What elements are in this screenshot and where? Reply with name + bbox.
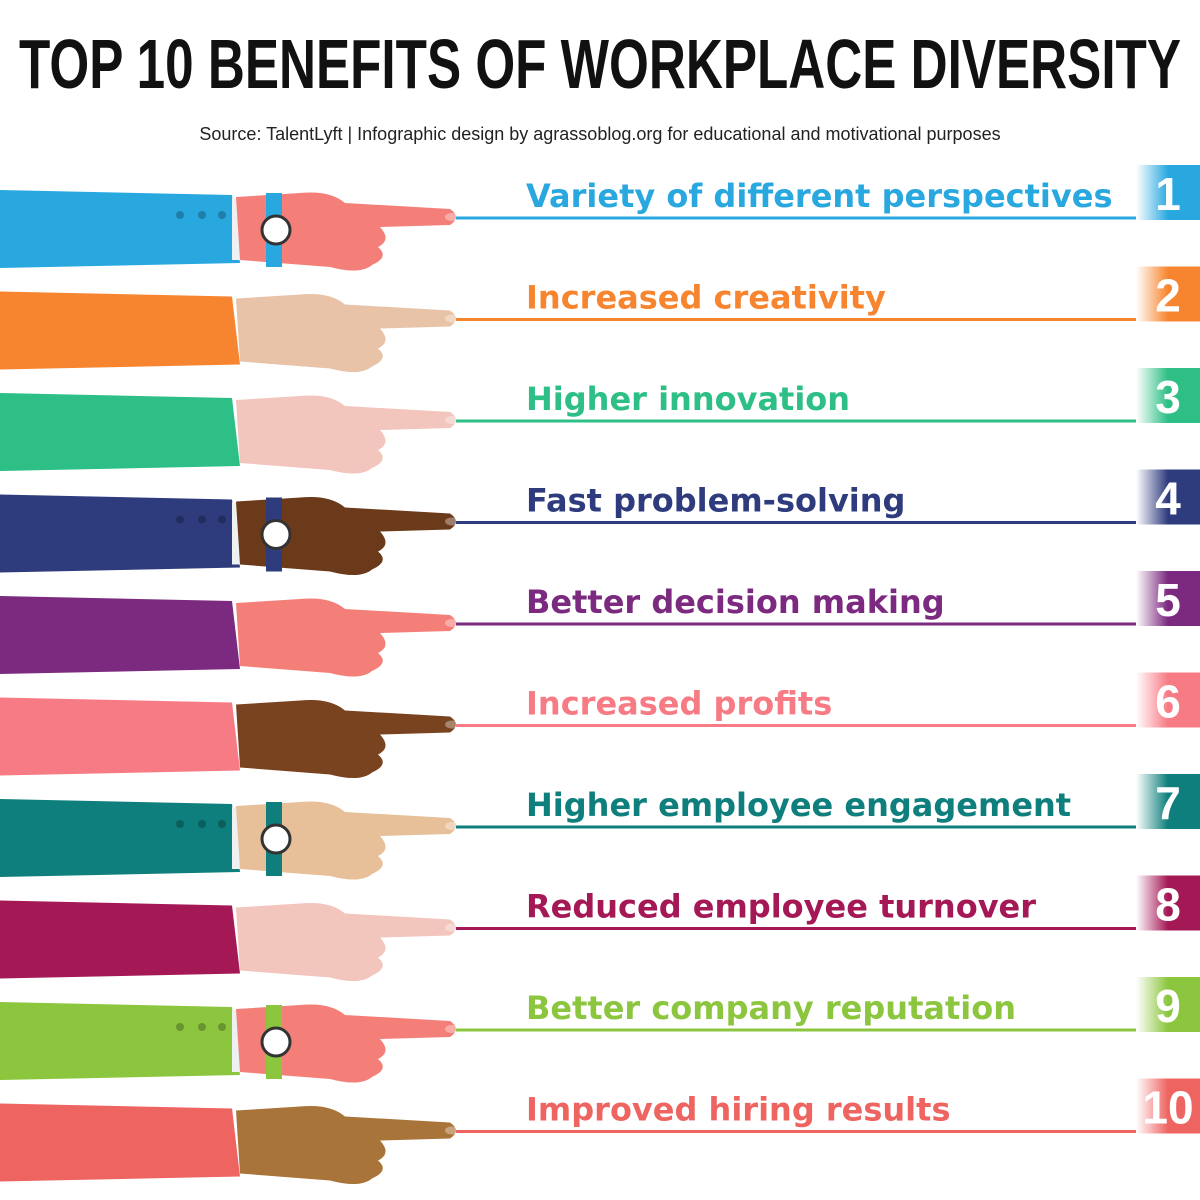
nail bbox=[445, 1025, 459, 1033]
sleeve bbox=[0, 393, 240, 471]
hand bbox=[236, 1004, 456, 1083]
number-box bbox=[1136, 774, 1200, 829]
number-box bbox=[1136, 875, 1200, 931]
nail bbox=[445, 822, 459, 830]
sleeve bbox=[0, 799, 240, 877]
benefit-number: 3 bbox=[1155, 371, 1181, 423]
benefit-label: Increased profits bbox=[526, 685, 832, 723]
watch-face bbox=[260, 823, 292, 855]
button bbox=[176, 820, 184, 828]
button bbox=[198, 515, 206, 524]
nail bbox=[445, 517, 459, 526]
benefit-number: 8 bbox=[1155, 879, 1181, 931]
nail bbox=[445, 923, 459, 932]
benefit-label: Better company reputation bbox=[526, 989, 1016, 1027]
number-box bbox=[1136, 266, 1200, 322]
benefit-label: Reduced employee turnover bbox=[526, 888, 1036, 926]
benefit-number: 9 bbox=[1155, 980, 1181, 1032]
button bbox=[218, 211, 226, 219]
button bbox=[218, 820, 226, 828]
sleeve bbox=[0, 1103, 240, 1182]
hand bbox=[236, 902, 456, 982]
nail bbox=[445, 720, 459, 729]
number-box bbox=[1136, 672, 1200, 728]
benefit-number: 10 bbox=[1142, 1082, 1193, 1134]
sleeve bbox=[0, 190, 240, 268]
benefit-number: 6 bbox=[1155, 676, 1181, 728]
sleeve bbox=[0, 596, 240, 674]
watch-face bbox=[260, 519, 292, 550]
benefit-label: Improved hiring results bbox=[526, 1091, 950, 1129]
button bbox=[176, 211, 184, 219]
nail bbox=[445, 1126, 459, 1135]
button bbox=[218, 1023, 226, 1031]
button bbox=[176, 515, 184, 524]
sleeve bbox=[0, 697, 240, 776]
sleeve bbox=[0, 291, 240, 370]
hand bbox=[236, 1105, 456, 1185]
hand bbox=[236, 598, 456, 677]
watch-face bbox=[260, 214, 292, 246]
benefit-label: Fast problem-solving bbox=[526, 482, 905, 520]
sleeve bbox=[0, 494, 240, 573]
number-box bbox=[1136, 368, 1200, 423]
sleeve bbox=[0, 1002, 240, 1080]
number-box bbox=[1136, 571, 1200, 626]
number-box bbox=[1136, 165, 1200, 220]
hand bbox=[236, 395, 456, 474]
benefit-number: 5 bbox=[1155, 574, 1181, 626]
benefit-number: 2 bbox=[1155, 270, 1181, 322]
number-box bbox=[1136, 1078, 1200, 1134]
button bbox=[198, 211, 206, 219]
benefit-label: Increased creativity bbox=[526, 279, 886, 317]
benefit-number: 7 bbox=[1155, 777, 1181, 829]
number-box bbox=[1136, 469, 1200, 525]
benefit-label: Variety of different perspectives bbox=[526, 177, 1113, 215]
hand bbox=[236, 801, 456, 880]
benefit-number: 4 bbox=[1155, 473, 1181, 525]
hand bbox=[236, 192, 456, 271]
sleeve bbox=[0, 900, 240, 979]
benefit-label: Better decision making bbox=[526, 583, 945, 621]
hand bbox=[236, 293, 456, 373]
button bbox=[198, 1023, 206, 1031]
hand bbox=[236, 699, 456, 779]
subtitle: Source: TalentLyft | Infographic design … bbox=[199, 124, 1000, 144]
button bbox=[198, 820, 206, 828]
button bbox=[176, 1023, 184, 1031]
hand bbox=[236, 496, 456, 576]
benefit-label: Higher innovation bbox=[526, 380, 850, 418]
title: TOP 10 BENEFITS OF WORKPLACE DIVERSITY bbox=[19, 25, 1181, 103]
nail bbox=[445, 314, 459, 323]
nail bbox=[445, 416, 459, 424]
nail bbox=[445, 213, 459, 221]
button bbox=[218, 515, 226, 524]
nail bbox=[445, 619, 459, 627]
benefit-number: 1 bbox=[1155, 168, 1181, 220]
benefit-label: Higher employee engagement bbox=[526, 786, 1071, 824]
number-box bbox=[1136, 977, 1200, 1032]
watch-face bbox=[260, 1026, 292, 1058]
